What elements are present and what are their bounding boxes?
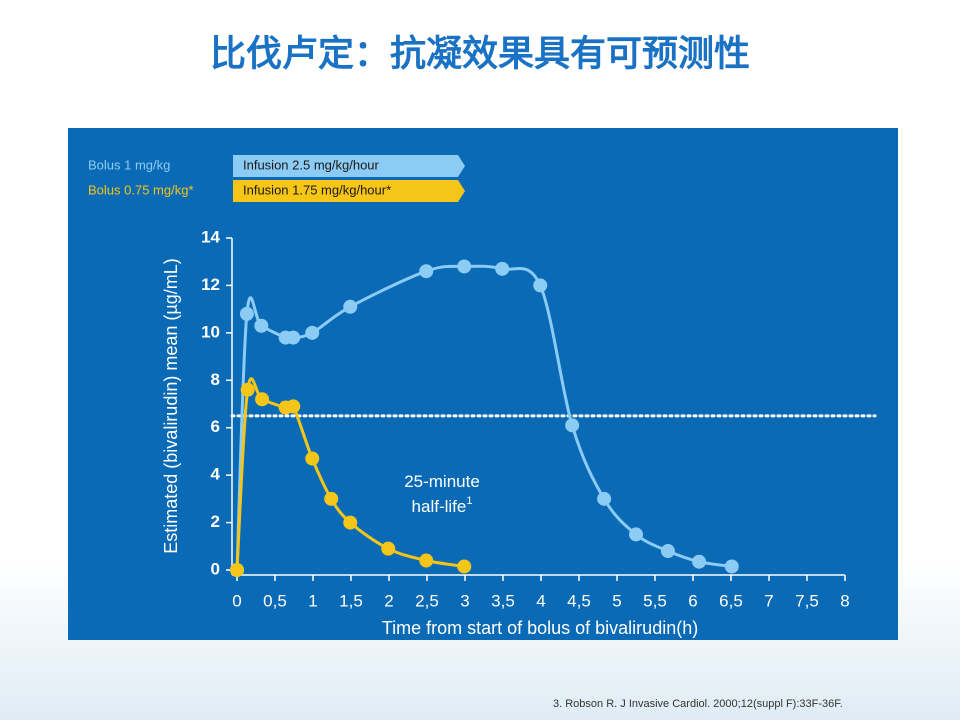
- x-tick-label: 2: [384, 591, 393, 610]
- data-point: [419, 264, 434, 279]
- x-tick-label: 7,5: [795, 591, 819, 610]
- data-point: [495, 261, 510, 276]
- x-tick-label: 6,5: [719, 591, 743, 610]
- data-point: [254, 318, 269, 333]
- y-tick-label: 4: [211, 465, 221, 484]
- data-point: [457, 259, 472, 274]
- legend-label: Bolus 0.75 mg/kg*: [88, 182, 194, 197]
- y-tick-label: 12: [201, 275, 220, 294]
- annotation-line: half-life: [412, 497, 467, 516]
- y-tick-label: 0: [211, 559, 220, 578]
- legend-infusion: Infusion 2.5 mg/kg/hour: [243, 157, 380, 172]
- x-axis-label: Time from start of bolus of bivalirudin(…: [382, 618, 698, 638]
- data-point: [286, 399, 301, 414]
- annotation: 25-minute: [404, 472, 480, 491]
- x-tick-label: 0: [232, 591, 241, 610]
- x-tick-label: 2,5: [415, 591, 439, 610]
- x-tick-label: 5: [612, 591, 621, 610]
- data-point: [629, 527, 643, 542]
- x-tick-label: 4,5: [567, 591, 591, 610]
- data-point: [286, 330, 301, 345]
- y-tick-label: 8: [211, 370, 220, 389]
- x-tick-label: 8: [840, 591, 849, 610]
- chart-panel: [68, 128, 898, 640]
- data-point: [724, 559, 739, 574]
- x-tick-label: 5,5: [643, 591, 667, 610]
- data-point: [597, 491, 612, 506]
- annotation: half-life1: [412, 495, 473, 517]
- x-tick-label: 3: [460, 591, 469, 610]
- x-tick-label: 6: [688, 591, 697, 610]
- x-tick-label: 1,5: [339, 591, 363, 610]
- data-point: [381, 541, 396, 556]
- data-point: [533, 278, 548, 293]
- y-axis-label: Estimated (bivalirudin) mean (µg/mL): [161, 258, 181, 553]
- data-point: [419, 553, 434, 568]
- legend-label: Bolus 1 mg/kg: [88, 157, 170, 172]
- legend-infusion: Infusion 1.75 mg/kg/hour*: [243, 182, 391, 197]
- data-point: [239, 306, 254, 321]
- data-point: [305, 451, 320, 466]
- legend-box: [233, 155, 465, 177]
- data-point: [305, 325, 320, 340]
- data-point: [230, 563, 244, 577]
- data-point: [660, 544, 675, 559]
- data-point: [692, 554, 707, 569]
- data-point: [343, 515, 358, 530]
- y-tick-label: 6: [211, 417, 220, 436]
- annotation-line: 25-minute: [404, 472, 480, 491]
- x-tick-label: 4: [536, 591, 545, 610]
- data-point: [324, 491, 339, 506]
- slide-title: 比伐卢定：抗凝效果具有可预测性: [210, 33, 750, 74]
- data-point: [457, 559, 472, 574]
- y-tick-label: 14: [201, 227, 220, 246]
- data-point: [240, 382, 255, 397]
- x-tick-label: 1: [308, 591, 317, 610]
- legend-box: [233, 180, 465, 202]
- data-point: [343, 299, 358, 314]
- y-tick-label: 2: [211, 512, 220, 531]
- data-point: [255, 392, 270, 407]
- x-tick-label: 0,5: [263, 591, 287, 610]
- data-point: [565, 418, 580, 433]
- footnote: 3. Robson R. J Invasive Cardiol. 2000;12…: [553, 698, 843, 710]
- x-tick-label: 7: [764, 591, 773, 610]
- x-tick-label: 3,5: [491, 591, 515, 610]
- y-tick-label: 10: [201, 322, 220, 341]
- annotation-superscript: 1: [466, 495, 472, 507]
